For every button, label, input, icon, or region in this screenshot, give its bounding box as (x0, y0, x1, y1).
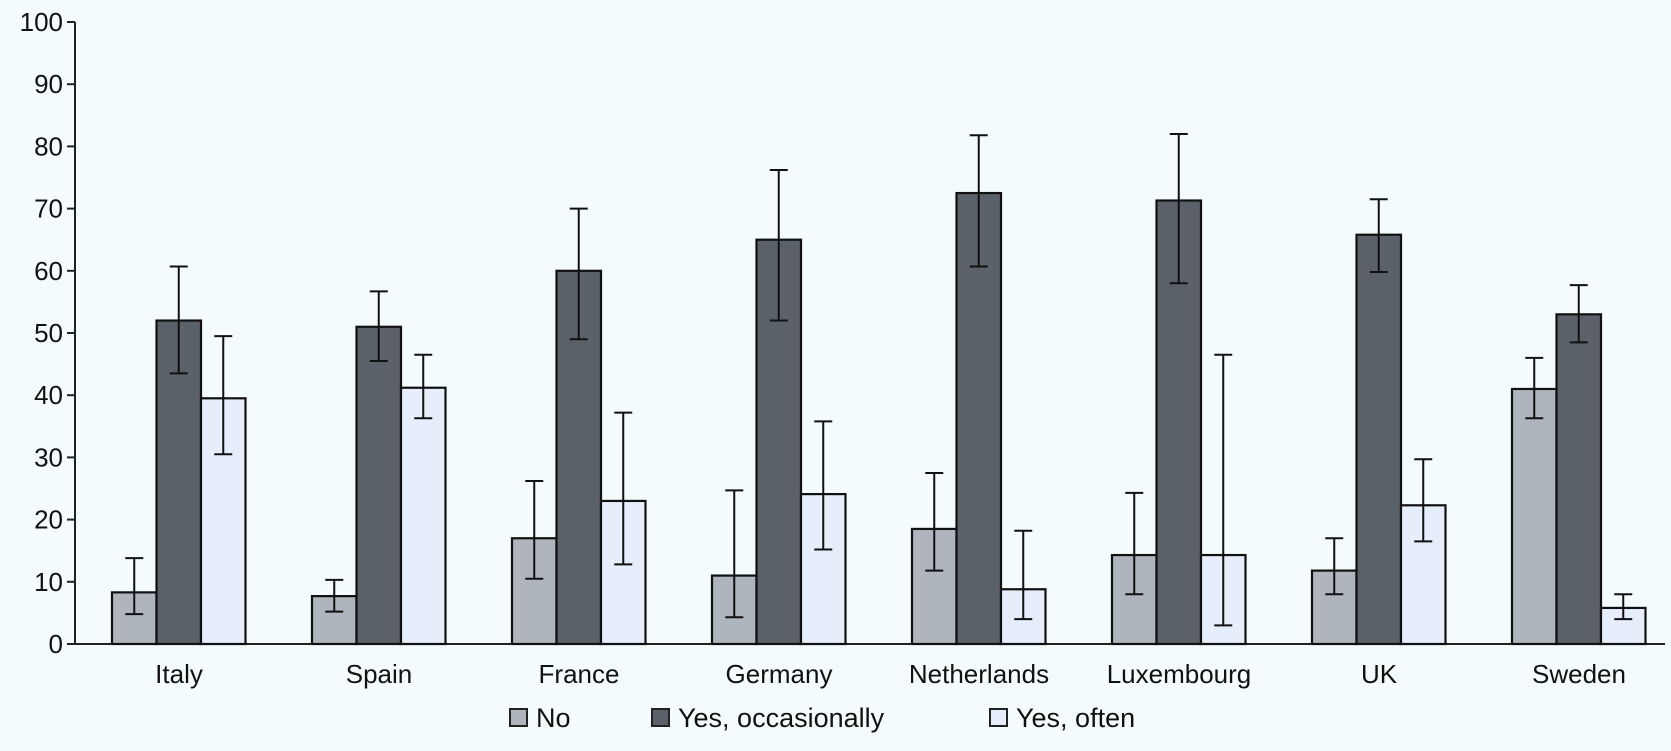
category-label-germany: Germany (726, 659, 833, 689)
category-label-uk: UK (1361, 659, 1398, 689)
category-label-italy: Italy (155, 659, 203, 689)
y-tick-label: 40 (34, 380, 63, 410)
bar-netherlands-yes-occasionally (955, 191, 1003, 646)
y-tick-label: 100 (20, 7, 63, 37)
category-label-netherlands: Netherlands (909, 659, 1049, 689)
y-tick-label: 50 (34, 318, 63, 348)
legend-swatch-no (509, 708, 528, 727)
bar-spain-yes-often (399, 386, 447, 646)
bar-sweden-yes-often (1599, 606, 1647, 646)
y-tick-label: 10 (34, 567, 63, 597)
bar-sweden-no (1510, 387, 1558, 646)
y-tick-label: 90 (34, 69, 63, 99)
category-label-luxembourg: Luxembourg (1107, 659, 1252, 689)
y-tick-label: 80 (34, 131, 63, 161)
legend-label-yes-often: Yes, often (1016, 703, 1135, 733)
y-tick-label: 70 (34, 194, 63, 224)
y-tick-label: 30 (34, 442, 63, 472)
y-tick-label: 0 (49, 629, 63, 659)
category-label-sweden: Sweden (1532, 659, 1626, 689)
bar-sweden-yes-occasionally (1555, 313, 1603, 646)
legend-swatch-yes-often (989, 708, 1008, 727)
y-tick-label: 60 (34, 256, 63, 286)
legend-label-yes-occasionally: Yes, occasionally (678, 703, 885, 733)
legend-label-no: No (536, 703, 571, 733)
bar-spain-yes-occasionally (355, 325, 403, 646)
legend-swatch-yes-occasionally (651, 708, 670, 727)
category-label-france: France (539, 659, 620, 689)
y-tick-label: 20 (34, 505, 63, 535)
bar-uk-yes-occasionally (1355, 233, 1403, 646)
category-label-spain: Spain (346, 659, 413, 689)
